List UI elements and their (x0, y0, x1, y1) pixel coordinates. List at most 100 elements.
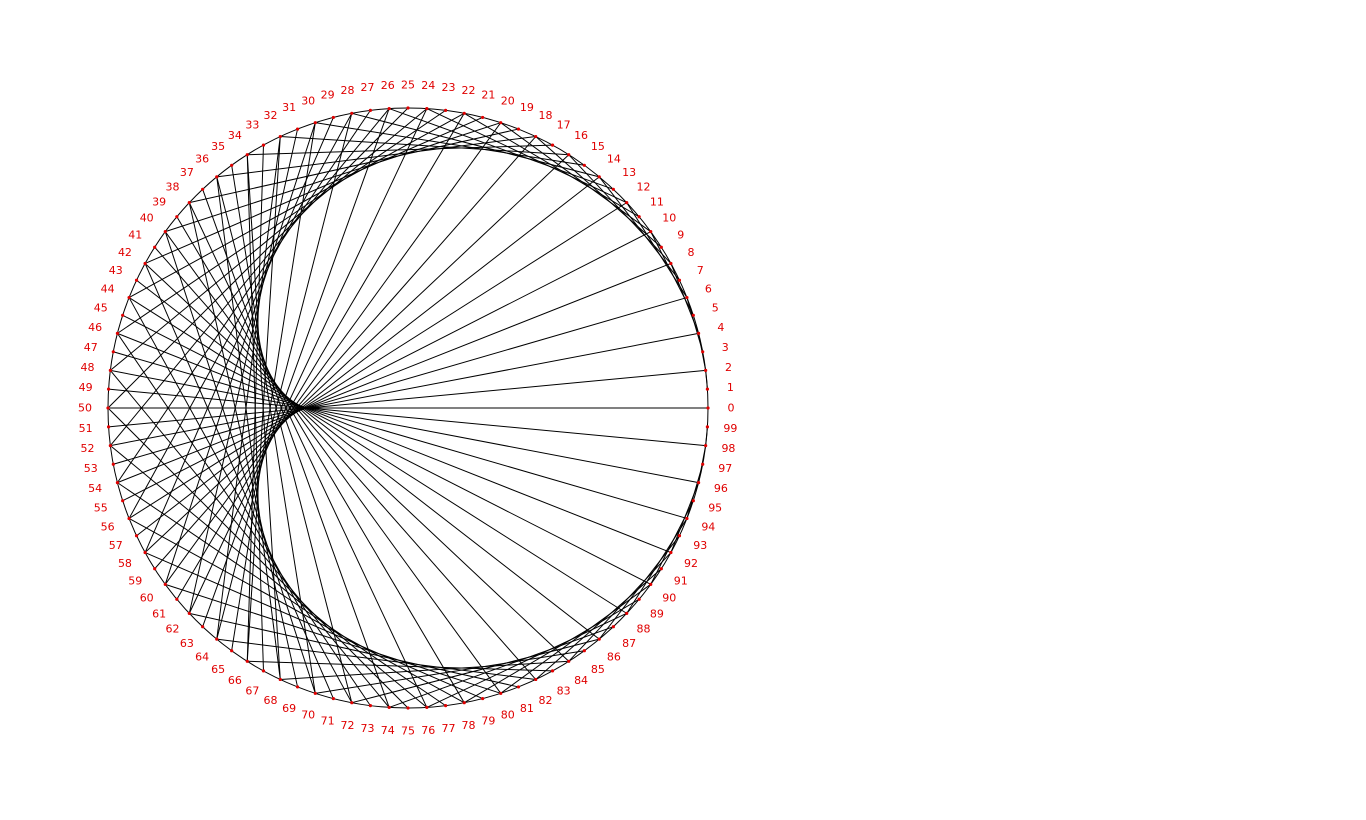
point-label: 49 (79, 381, 93, 394)
point-label: 60 (140, 591, 154, 604)
point-label: 63 (180, 637, 194, 650)
chord-line (598, 535, 680, 640)
point-label: 26 (381, 79, 395, 92)
circle-point (706, 406, 710, 410)
chord-line (351, 112, 600, 178)
point-label: 48 (81, 361, 95, 374)
point-label: 77 (441, 722, 455, 735)
point-label: 70 (301, 709, 315, 722)
chord-line (164, 231, 502, 694)
point-label: 75 (401, 725, 415, 738)
circle-point (153, 567, 157, 571)
chord-line (246, 136, 281, 662)
chord-line (247, 144, 553, 156)
chord-line (188, 202, 428, 708)
circle-point (567, 659, 571, 663)
chord-line (117, 263, 672, 484)
point-label: 7 (697, 264, 704, 277)
chord-line (128, 297, 627, 614)
circle-point (597, 175, 601, 179)
chord-line (144, 154, 570, 553)
point-label: 67 (245, 685, 259, 698)
circle-point (691, 313, 695, 317)
chord-line (154, 246, 537, 680)
point-label: 13 (622, 166, 636, 179)
circle-point (106, 406, 110, 410)
point-label: 57 (109, 539, 123, 552)
chord-line (388, 626, 614, 708)
chord-line (626, 518, 688, 614)
point-label: 37 (180, 166, 194, 179)
point-label: 92 (684, 557, 698, 570)
chord-line (136, 176, 600, 537)
circle-point (685, 295, 689, 300)
circle-point (704, 444, 708, 448)
chord-line (136, 279, 600, 640)
chord-line (535, 568, 662, 680)
circle-point (669, 550, 673, 555)
circle-point (215, 175, 219, 179)
point-label: 99 (723, 422, 737, 435)
circle-point (153, 245, 157, 249)
chord-line (144, 117, 334, 553)
point-label: 28 (340, 84, 354, 97)
circle-point (368, 108, 372, 112)
circle-point (444, 704, 448, 708)
circle-point (163, 230, 167, 234)
circle-point (705, 387, 710, 391)
circle-point (115, 331, 120, 335)
chord-line (216, 113, 353, 640)
chord-line (189, 128, 519, 204)
circle-point (175, 215, 179, 219)
circle-point (187, 611, 191, 615)
circle-point (550, 143, 555, 147)
circle-point (425, 106, 429, 111)
circle-point (705, 425, 710, 429)
circle-point (278, 134, 282, 139)
circle-point (499, 691, 503, 695)
point-label: 71 (321, 714, 335, 727)
chord-line (117, 482, 446, 707)
circle-point (331, 115, 335, 120)
circle-point (611, 625, 615, 629)
circle-point (278, 677, 282, 682)
circle-point (187, 201, 191, 205)
chord-line (280, 136, 569, 156)
circle-point (649, 230, 653, 234)
circle-point (121, 313, 125, 317)
point-label: 40 (140, 212, 154, 225)
point-label: 9 (677, 228, 684, 241)
circle-point (516, 685, 521, 689)
point-label: 73 (361, 722, 375, 735)
chord-line (188, 202, 299, 688)
circle-point (534, 677, 538, 682)
point-label: 18 (539, 109, 553, 122)
point-label: 86 (607, 650, 621, 663)
point-label: 5 (712, 302, 719, 315)
circle-point (387, 106, 391, 111)
chord-line (128, 113, 353, 519)
chord-line (500, 583, 652, 694)
point-label: 30 (301, 94, 315, 107)
chord-line (188, 128, 299, 614)
point-label: 93 (693, 539, 707, 552)
chord-line (144, 263, 570, 662)
point-labels: 0123456789101112131415161718192021222324… (78, 79, 737, 738)
point-label: 21 (481, 89, 495, 102)
point-label: 98 (721, 442, 735, 455)
chord-line (280, 660, 569, 680)
circle-point (245, 659, 249, 663)
circle-point (201, 625, 205, 629)
point-label: 76 (421, 724, 435, 737)
point-label: 69 (282, 702, 296, 715)
chord-line (122, 231, 651, 502)
point-label: 22 (462, 84, 476, 97)
point-label: 16 (574, 129, 588, 142)
circle-point (534, 134, 538, 139)
circle-point (704, 368, 708, 372)
chord-line (246, 154, 264, 671)
point-label: 10 (662, 212, 676, 225)
circle-point (127, 295, 131, 300)
chord-line (189, 612, 519, 688)
